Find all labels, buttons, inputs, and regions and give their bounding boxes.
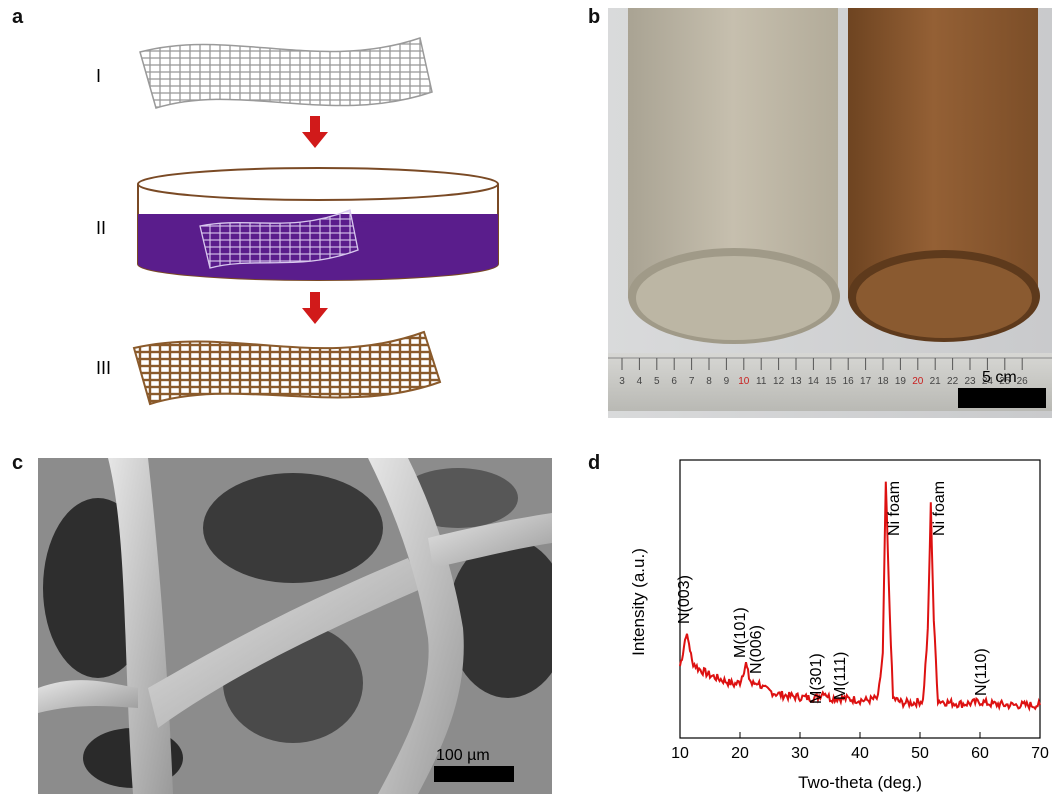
ruler-number: 21 <box>930 376 942 387</box>
ruler-number: 22 <box>947 376 959 387</box>
ruler-number: 4 <box>637 376 643 387</box>
ruler-number: 26 <box>1017 376 1029 387</box>
ruler-number: 17 <box>860 376 872 387</box>
ruler-number: 12 <box>773 376 785 387</box>
ruler-number: 24 <box>982 376 994 387</box>
panel-label-b: b <box>588 6 601 28</box>
ruler-number: 14 <box>808 376 820 387</box>
xrd-chart: 10 20 30 40 50 60 70 N(003) M(101) N(006) M(301) M… <box>629 459 1049 792</box>
step-label-ii: II <box>96 218 106 238</box>
x-tick-label: 20 <box>731 745 749 762</box>
ruler-number: 3 <box>619 376 625 387</box>
step-label-i: I <box>96 66 101 86</box>
ruler-number: 19 <box>895 376 907 387</box>
ruler-number: 10 <box>738 376 750 387</box>
x-tick-label: 10 <box>671 745 689 762</box>
scale-label-b: 5 cm <box>982 369 1017 386</box>
brown-roll <box>848 8 1038 298</box>
ruler-number: 18 <box>877 376 889 387</box>
peak-annotation: N(003) <box>676 575 693 624</box>
peak-annotation: M(301) <box>808 653 825 704</box>
ruler-number: 9 <box>724 376 730 387</box>
ruler-number: 15 <box>825 376 837 387</box>
ruler-number: 16 <box>843 376 855 387</box>
coated-nickel-mesh <box>132 330 442 406</box>
x-tick-label: 70 <box>1031 745 1049 762</box>
x-tick-label: 50 <box>911 745 929 762</box>
ruler-number: 7 <box>689 376 695 387</box>
x-axis-label: Two-theta (deg.) <box>798 773 922 792</box>
step-label-iii: III <box>96 358 111 378</box>
xrd-series-line <box>679 481 1041 712</box>
arrow-down-1 <box>302 116 328 148</box>
ruler-number: 11 <box>756 376 767 387</box>
x-axis: 10 20 30 40 50 60 70 <box>671 732 1049 762</box>
sem-image: 100 µm <box>38 458 552 794</box>
peak-annotation: N(110) <box>973 648 990 696</box>
x-tick-label: 40 <box>851 745 869 762</box>
ruler-number: 6 <box>671 376 677 387</box>
x-tick-label: 60 <box>971 745 989 762</box>
panel-label-c: c <box>12 452 24 474</box>
ruler-number: 20 <box>912 376 924 387</box>
peak-annotation: Ni foam <box>931 481 948 536</box>
ruler-number: 25 <box>999 376 1011 387</box>
plain-nickel-mesh <box>139 37 433 109</box>
peak-annotation: M(111) <box>832 652 849 700</box>
scale-bar-b <box>958 388 1046 408</box>
peak-annotation: Ni foam <box>886 481 903 536</box>
scale-bar-c <box>434 766 514 782</box>
panel-label-a: a <box>12 6 24 28</box>
x-tick-label: 30 <box>791 745 809 762</box>
ruler-number: 5 <box>654 376 660 387</box>
panel-label-d: d <box>588 452 601 474</box>
submerged-mesh <box>199 209 359 269</box>
scale-label-c: 100 µm <box>436 747 490 764</box>
ruler-number: 23 <box>964 376 976 387</box>
peak-annotations: N(003) M(101) N(006) M(301) M(111) Ni foam Ni … <box>676 481 990 704</box>
peak-annotation: M(101) <box>732 607 749 658</box>
ruler-number: 8 <box>706 376 712 387</box>
peak-annotation: N(006) <box>748 625 765 674</box>
ruler-number: 13 <box>790 376 802 387</box>
arrow-down-2 <box>302 292 328 324</box>
rolls-photo: 3 4 5 6 7 8 9 10 11 12 13 14 15 16 17 18 19 20 21 22 23 24 25 2… <box>608 8 1052 418</box>
y-axis-label: Intensity (a.u.) <box>629 548 648 656</box>
schematic-diagram: I II III <box>96 37 499 406</box>
